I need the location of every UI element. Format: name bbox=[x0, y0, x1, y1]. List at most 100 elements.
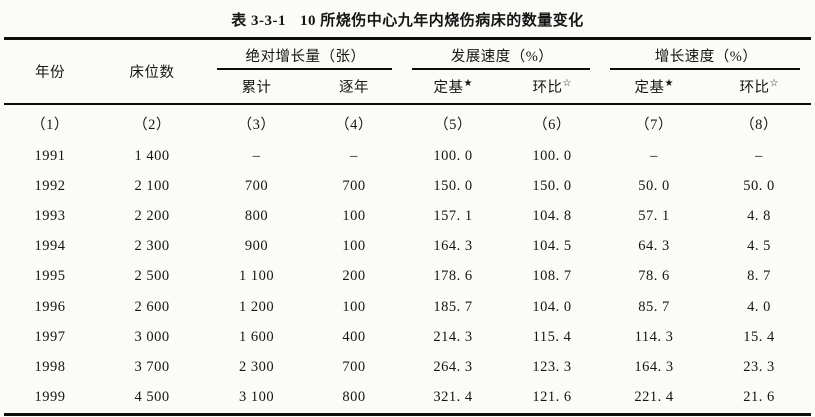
table-cell: 1994 bbox=[34, 238, 66, 255]
table-cell: 1 200 bbox=[238, 298, 275, 315]
table-cell: 2 500 bbox=[134, 268, 170, 285]
table-cell: 23. 3 bbox=[743, 358, 775, 375]
table-cell: 214. 3 bbox=[433, 328, 473, 345]
group-underline bbox=[217, 68, 392, 70]
table-row: 1997 3 000 1 600 400 214. 3 115. 4 114. 3 15. 4 bbox=[4, 322, 811, 352]
table-cell: 78. 6 bbox=[638, 268, 670, 285]
col-header-year: 年份 bbox=[4, 38, 96, 105]
group-header-development-speed: 发展速度（%） bbox=[403, 39, 601, 70]
table-cell: 50. 0 bbox=[638, 177, 670, 194]
table-cell: – bbox=[252, 147, 261, 164]
column-number: （7） bbox=[635, 116, 673, 133]
table-cell: 1991 bbox=[34, 147, 66, 164]
header-sub-row: 累计 逐年 定基★ 环比☆ 定基★ 环比☆ bbox=[4, 70, 812, 105]
table-cell: 1997 bbox=[34, 328, 66, 345]
group-label: 增长速度（%） bbox=[654, 48, 758, 65]
table-cell: 64. 3 bbox=[638, 238, 670, 255]
table-cell: 100 bbox=[342, 207, 366, 224]
table-cell: 800 bbox=[342, 389, 366, 406]
table-cell: 700 bbox=[342, 358, 366, 375]
table-cell: 85. 7 bbox=[638, 298, 670, 315]
table-title-text: 10 所烧伤中心九年内烧伤病床的数量变化 bbox=[299, 13, 584, 29]
table-cell: 400 bbox=[342, 328, 366, 345]
header-group-row: 年份 床位数 绝对增长量（张） 发展速度（%） 增长速度（%） bbox=[4, 38, 811, 105]
hollow-star-mark: ☆ bbox=[769, 78, 779, 90]
table-cell: 104. 5 bbox=[532, 238, 572, 255]
filled-star-mark: ★ bbox=[664, 78, 674, 90]
table-body: 1991 1 400 – – 100. 0 100. 0 – – 1992 2 100 700 700… bbox=[4, 141, 811, 414]
table-row: 1995 2 500 1 100 200 178. 6 108. 7 78. 6 8. 7 bbox=[4, 262, 811, 292]
table-cell: – bbox=[650, 147, 658, 164]
table-cell: 123. 3 bbox=[532, 358, 572, 375]
table-cell: 164. 3 bbox=[634, 358, 674, 375]
table-cell: 264. 3 bbox=[433, 358, 473, 375]
table-cell: 221. 4 bbox=[634, 389, 674, 406]
group-label: 绝对增长量（张） bbox=[245, 48, 366, 65]
table-cell: 1995 bbox=[34, 268, 66, 285]
table-title: 表 3-3-1 10 所烧伤中心九年内烧伤病床的数量变化 bbox=[0, 0, 815, 37]
table-cell: 1998 bbox=[34, 358, 66, 375]
table-cell: 21. 6 bbox=[743, 389, 775, 406]
table-row: 1992 2 100 700 700 150. 0 150. 0 50. 0 50. 0 bbox=[4, 171, 811, 201]
table-cell: 100 bbox=[342, 298, 366, 315]
subheader-cumulative: 累计 bbox=[208, 70, 305, 105]
table-cell: 15. 4 bbox=[743, 328, 775, 345]
column-number: （8） bbox=[740, 116, 778, 133]
table-cell: 4 500 bbox=[134, 389, 170, 406]
group-label: 发展速度（%） bbox=[450, 48, 554, 65]
table-cell: 700 bbox=[342, 177, 366, 194]
table-cell: 3 100 bbox=[238, 389, 275, 406]
statistics-table: 年份 床位数 绝对增长量（张） 发展速度（%） 增长速度（%） 累计 逐年 bbox=[4, 37, 812, 416]
table-row: 1999 4 500 3 100 800 321. 4 121. 6 221. 4 21. 6 bbox=[4, 383, 811, 415]
group-underline bbox=[610, 68, 801, 70]
table-row: 1994 2 300 900 100 164. 3 104. 5 64. 3 4. 5 bbox=[4, 232, 811, 262]
column-number: （2） bbox=[133, 116, 171, 133]
table-cell: 50. 0 bbox=[743, 177, 775, 194]
table-cell: 114. 3 bbox=[634, 328, 674, 345]
table-row: 1996 2 600 1 200 100 185. 7 104. 0 85. 7 4. 0 bbox=[4, 292, 811, 322]
table-cell: 57. 1 bbox=[638, 207, 670, 224]
table-cell: 121. 6 bbox=[532, 389, 572, 406]
table-cell: 100. 0 bbox=[532, 147, 572, 164]
table-cell: 164. 3 bbox=[433, 238, 473, 255]
table-cell: 321. 4 bbox=[433, 389, 473, 406]
hollow-star-mark: ☆ bbox=[562, 78, 572, 90]
table-cell: 150. 0 bbox=[433, 177, 473, 194]
table-cell: 1 400 bbox=[134, 147, 170, 164]
table-cell: 185. 7 bbox=[433, 298, 473, 315]
table-cell: 2 300 bbox=[134, 238, 170, 255]
group-header-absolute-growth: 绝对增长量（张） bbox=[208, 39, 403, 70]
column-number: （3） bbox=[237, 116, 276, 133]
column-number: （4） bbox=[335, 116, 373, 133]
table-cell: 4. 8 bbox=[747, 207, 771, 224]
table-cell: 157. 1 bbox=[433, 207, 473, 224]
table-cell: 3 000 bbox=[134, 328, 170, 345]
table-cell: 1996 bbox=[34, 298, 66, 315]
table-cell: 8. 7 bbox=[747, 268, 771, 285]
table-cell: 115. 4 bbox=[532, 328, 572, 345]
table-cell: 4. 5 bbox=[747, 238, 771, 255]
table-cell: 1999 bbox=[34, 389, 66, 406]
table-cell: 4. 0 bbox=[747, 298, 771, 315]
group-header-growth-speed: 增长速度（%） bbox=[601, 39, 811, 70]
table-cell: 900 bbox=[244, 238, 269, 255]
column-number-row: （1） （2） （3） （4） （5） （6） （7） （8） bbox=[4, 104, 811, 141]
subheader-fixed-base-growth: 定基★ bbox=[601, 70, 708, 105]
table-cell: 104. 0 bbox=[532, 298, 572, 315]
table-cell: 178. 6 bbox=[433, 268, 473, 285]
column-number: （6） bbox=[533, 116, 571, 133]
table-cell: 108. 7 bbox=[532, 268, 572, 285]
column-number: （1） bbox=[31, 116, 69, 133]
table-title-number: 表 3-3-1 bbox=[231, 13, 286, 29]
table-row: 1998 3 700 2 300 700 264. 3 123. 3 164. 3 23. 3 bbox=[4, 352, 811, 382]
table-cell: 100 bbox=[342, 238, 366, 255]
table-cell: 2 100 bbox=[134, 177, 170, 194]
table-cell: 1 100 bbox=[238, 268, 275, 285]
table-cell: 3 700 bbox=[134, 358, 170, 375]
table-cell: – bbox=[350, 147, 358, 164]
subheader-chain-dev: 环比☆ bbox=[503, 70, 602, 105]
subheader-yearly: 逐年 bbox=[305, 70, 403, 105]
group-underline bbox=[412, 68, 591, 70]
table-cell: 150. 0 bbox=[532, 177, 572, 194]
